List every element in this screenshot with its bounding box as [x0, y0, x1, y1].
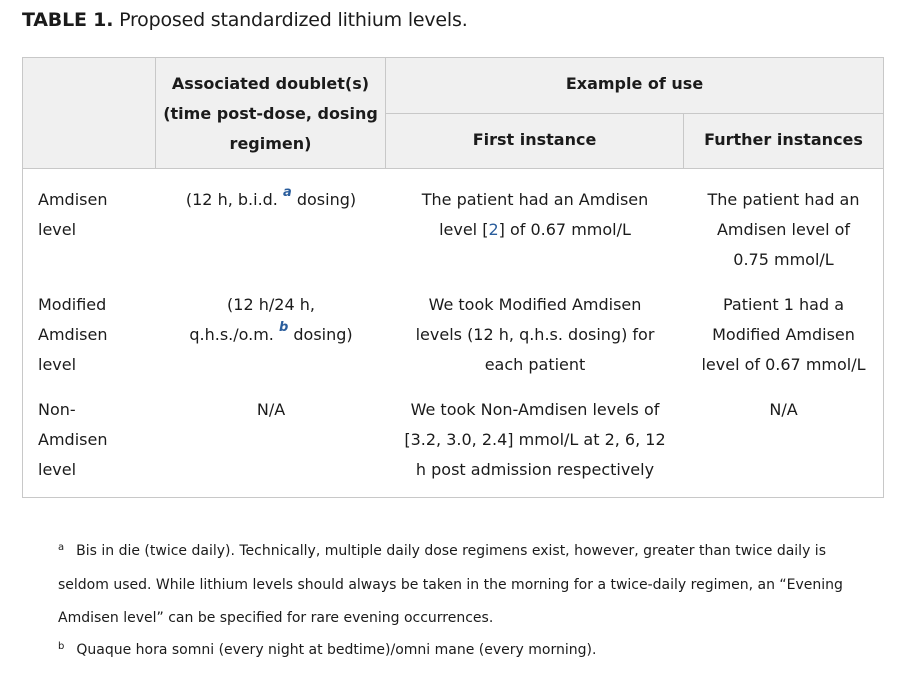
header-doublet-line-2: (time post-dose, dosing	[163, 104, 378, 123]
row-2-further-line-3: level of 0.67 mmol/L	[701, 355, 866, 374]
row-1-further-line-1: The patient had an	[707, 190, 860, 209]
header-example-label: Example of use	[565, 74, 704, 93]
header-example-of-use: Example of use	[386, 58, 883, 114]
header-empty-cell	[23, 58, 156, 169]
row-2-further-line-2: Modified Amdisen	[712, 325, 855, 344]
footnote-b-text-1: Quaque hora somni (every night at bedtim…	[76, 642, 597, 658]
row-2-doublet-line-2: q.h.s./o.m. b dosing)	[156, 320, 386, 352]
row-3-name-line-1: Non-	[38, 400, 76, 419]
footnote-b: b Quaque hora somni (every night at bedti…	[58, 634, 858, 668]
table-caption: TABLE 1. Proposed standardized lithium l…	[22, 9, 468, 31]
header-further-label: Further instances	[704, 130, 863, 149]
row-1-further-line-2: Amdisen level of	[716, 220, 851, 239]
footnote-a-mark: a	[58, 542, 65, 553]
header-first-instance: First instance	[386, 114, 684, 169]
footnote-a-line-2: seldom used. While lithium levels should…	[58, 577, 843, 593]
row-3-name-line-3: level	[38, 460, 77, 479]
header-first-label: First instance	[472, 130, 597, 149]
footnote-a-line-1: a Bis in die (twice daily). Technically, …	[58, 535, 858, 569]
row-1-first-line-2: level [2] of 0.67 mmol/L	[386, 215, 684, 245]
row-2-further-line-1: Patient 1 had a	[722, 295, 845, 314]
row-3-first-line-3: h post admission respectively	[415, 460, 655, 479]
row-2-doublet: (12 h/24 h, q.h.s./o.m. b dosing)	[156, 290, 386, 352]
row-1-name-line-2: level	[38, 220, 77, 239]
footnote-a-text-1: Bis in die (twice daily). Technically, m…	[76, 543, 826, 559]
row-2-first-line-2: levels (12 h, q.h.s. dosing) for	[415, 325, 655, 344]
row-2-doublet-line-1: (12 h/24 h,	[227, 295, 315, 314]
header-doublet: Associated doublet(s) (time post-dose, d…	[156, 69, 386, 169]
row-3-first-line-1: We took Non-Amdisen levels of	[410, 400, 660, 419]
row-2-further-instances: Patient 1 had a Modified Amdisen level o…	[684, 290, 883, 380]
row-3-first-line-2: [3.2, 3.0, 2.4] mmol/L at 2, 6, 12	[404, 430, 666, 449]
footnote-b-link[interactable]: b	[278, 320, 289, 335]
row-3-further-instances: N/A	[684, 395, 883, 425]
row-1-doublet: (12 h, b.i.d. a dosing)	[156, 185, 386, 217]
footnote-b-line-1: b Quaque hora somni (every night at bedti…	[58, 634, 858, 668]
table-caption-label: TABLE 1.	[22, 9, 114, 31]
row-2-name-line-1: Modified	[38, 295, 107, 314]
footnote-b-mark: b	[58, 641, 65, 652]
row-1-first-line-1: The patient had an Amdisen	[421, 190, 649, 209]
row-1-first-text: level [	[439, 220, 489, 239]
reference-2-link[interactable]: 2	[488, 220, 499, 239]
row-3-doublet: N/A	[156, 395, 386, 425]
row-2-first-instance: We took Modified Amdisen levels (12 h, q…	[386, 290, 684, 380]
row-2-doublet-suffix: dosing)	[293, 325, 353, 344]
row-1-name: Amdisen level	[38, 185, 148, 245]
row-2-name: Modified Amdisen level	[38, 290, 148, 380]
row-1-further-instances: The patient had an Amdisen level of 0.75…	[684, 185, 883, 275]
header-doublet-top-fill	[156, 58, 386, 69]
row-3-first-instance: We took Non-Amdisen levels of [3.2, 3.0,…	[386, 395, 684, 485]
table-caption-text: Proposed standardized lithium levels.	[119, 9, 468, 31]
row-3-name-line-2: Amdisen	[38, 430, 108, 449]
row-1-first-text-end: ] of 0.67 mmol/L	[498, 220, 631, 239]
footnote-a: a Bis in die (twice daily). Technically, …	[58, 535, 858, 635]
row-2-first-line-3: each patient	[484, 355, 586, 374]
lithium-levels-table: Associated doublet(s) (time post-dose, d…	[22, 57, 884, 498]
footnote-a-link[interactable]: a	[282, 185, 292, 200]
row-1-doublet-text: (12 h, b.i.d.	[185, 190, 278, 209]
header-further-instances: Further instances	[684, 114, 883, 169]
row-1-further-line-3: 0.75 mmol/L	[733, 250, 834, 269]
row-2-name-line-3: level	[38, 355, 77, 374]
header-doublet-line-1: Associated doublet(s)	[171, 74, 370, 93]
row-3-name: Non- Amdisen level	[38, 395, 148, 485]
row-3-further-value: N/A	[769, 400, 798, 419]
row-2-doublet-text: q.h.s./o.m.	[189, 325, 274, 344]
row-2-first-line-1: We took Modified Amdisen	[428, 295, 642, 314]
row-1-doublet-suffix: dosing)	[296, 190, 357, 209]
row-1-name-line-1: Amdisen	[38, 190, 108, 209]
row-2-name-line-2: Amdisen	[38, 325, 108, 344]
header-doublet-line-3: regimen)	[229, 134, 312, 153]
row-3-doublet-value: N/A	[256, 400, 286, 419]
row-1-first-instance: The patient had an Amdisen level [2] of …	[386, 185, 684, 245]
footnote-a-line-3: Amdisen level” can be specified for rare…	[58, 610, 494, 626]
